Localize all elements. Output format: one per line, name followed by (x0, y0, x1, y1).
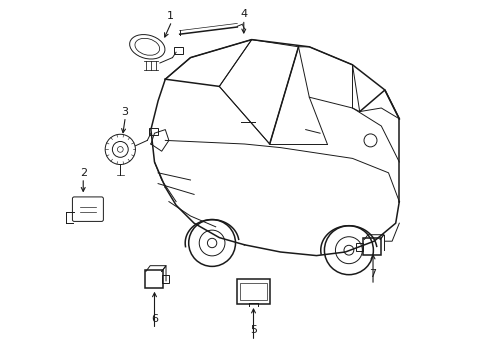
Text: 2: 2 (80, 168, 86, 178)
Text: 3: 3 (121, 107, 128, 117)
Text: 7: 7 (369, 269, 376, 279)
Text: 6: 6 (151, 314, 158, 324)
Text: 4: 4 (240, 9, 247, 19)
Text: 5: 5 (249, 325, 257, 336)
Text: 1: 1 (167, 11, 174, 21)
